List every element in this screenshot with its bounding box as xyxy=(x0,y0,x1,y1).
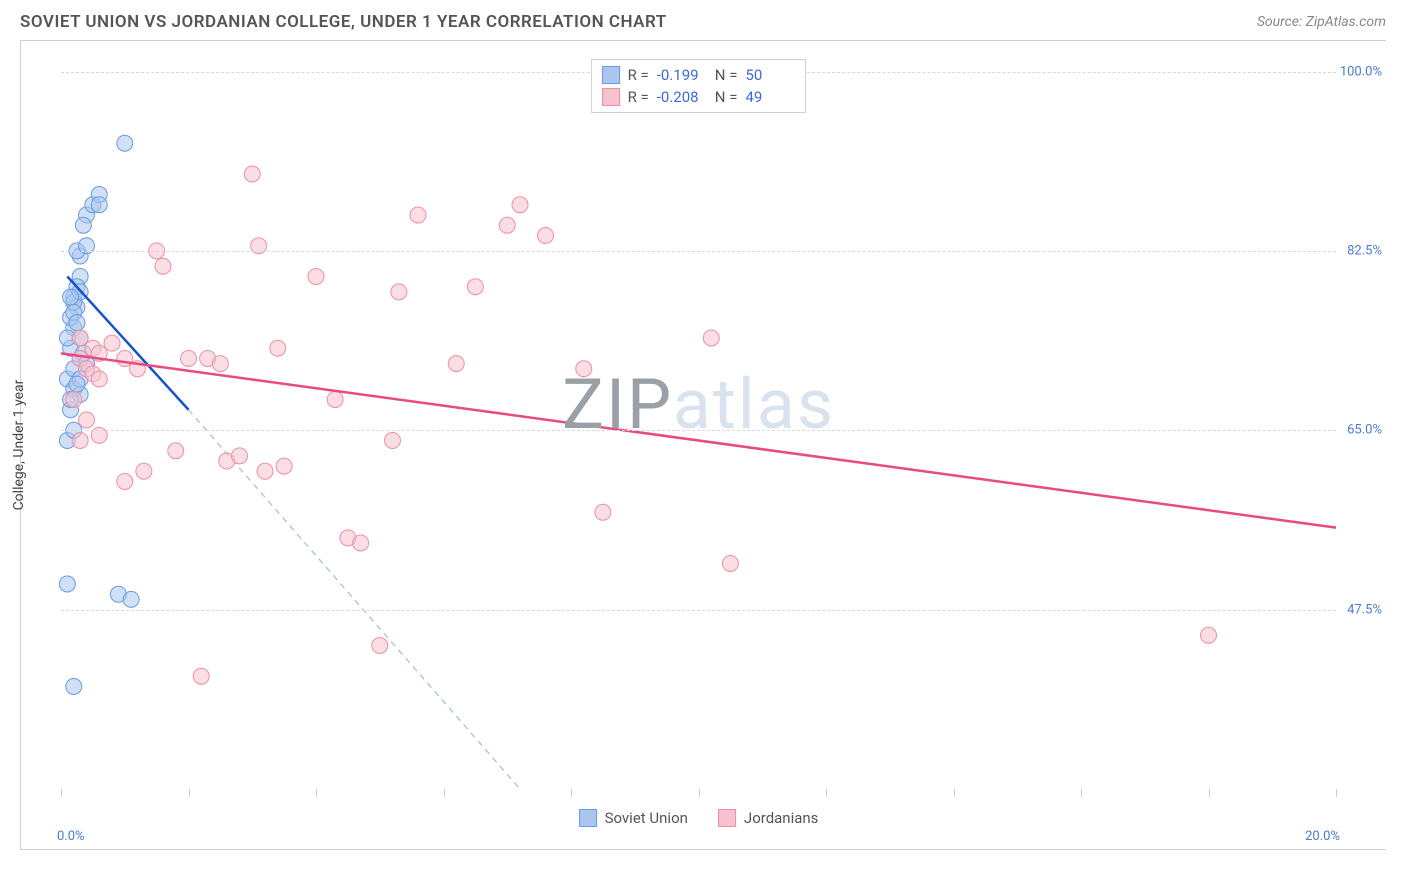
x-max-label: 20.0% xyxy=(1305,829,1340,844)
series-legend: Soviet Union Jordanians xyxy=(579,809,819,827)
x-tick xyxy=(1336,789,1337,797)
scatter-svg xyxy=(61,51,1336,789)
x-tick xyxy=(444,789,445,797)
y-tick-label: 82.5% xyxy=(1336,243,1386,258)
x-tick xyxy=(954,789,955,797)
swatch-jordanian xyxy=(602,88,620,106)
x-tick xyxy=(1209,789,1210,797)
n-label: N = xyxy=(715,88,738,106)
n-value-jordanian: 49 xyxy=(745,88,795,106)
swatch-jordanian-icon xyxy=(718,809,736,827)
correlation-legend: R = -0.199 N = 50 R = -0.208 N = 49 xyxy=(591,59,807,113)
r-label: R = xyxy=(628,66,649,84)
x-tick xyxy=(826,789,827,797)
source-attribution: Source: ZipAtlas.com xyxy=(1257,14,1386,30)
swatch-soviet xyxy=(602,66,620,84)
n-label: N = xyxy=(715,66,738,84)
chart-title: SOVIET UNION VS JORDANIAN COLLEGE, UNDER… xyxy=(20,12,667,32)
y-tick-label: 47.5% xyxy=(1336,602,1386,617)
chart-container: College, Under 1 year R = -0.199 N = 50 … xyxy=(20,40,1386,850)
n-value-soviet: 50 xyxy=(745,66,795,84)
x-tick xyxy=(571,789,572,797)
legend-item-soviet: Soviet Union xyxy=(579,809,688,827)
series-name-jordanian: Jordanians xyxy=(744,809,819,827)
y-axis-label: College, Under 1 year xyxy=(11,380,27,511)
gridline xyxy=(61,251,1336,252)
x-min-label: 0.0% xyxy=(57,829,85,844)
x-tick xyxy=(189,789,190,797)
x-tick xyxy=(61,789,62,797)
legend-item-jordanian: Jordanians xyxy=(718,809,819,827)
r-label: R = xyxy=(628,88,649,106)
x-tick xyxy=(316,789,317,797)
gridline xyxy=(61,610,1336,611)
plot-area: R = -0.199 N = 50 R = -0.208 N = 49 ZIPa… xyxy=(61,51,1336,789)
r-value-jordanian: -0.208 xyxy=(657,88,707,106)
swatch-soviet-icon xyxy=(579,809,597,827)
y-tick-label: 65.0% xyxy=(1336,423,1386,438)
legend-row-soviet: R = -0.199 N = 50 xyxy=(602,64,796,86)
x-tick xyxy=(1081,789,1082,797)
series-name-soviet: Soviet Union xyxy=(605,809,688,827)
y-tick-label: 100.0% xyxy=(1336,64,1386,79)
x-tick xyxy=(699,789,700,797)
legend-row-jordanian: R = -0.208 N = 49 xyxy=(602,86,796,108)
r-value-soviet: -0.199 xyxy=(657,66,707,84)
gridline xyxy=(61,430,1336,431)
